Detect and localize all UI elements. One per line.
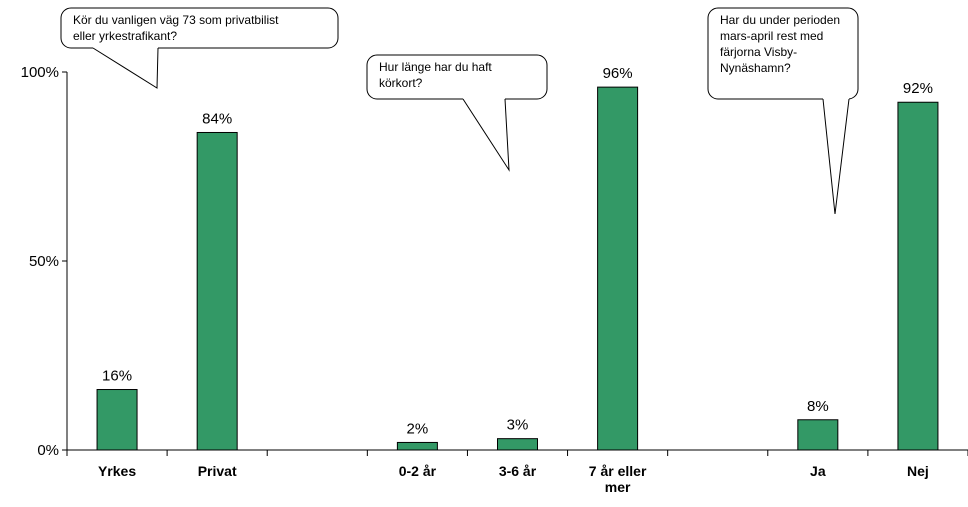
x-category-label: Ja xyxy=(810,463,826,479)
callout-bubble: Kör du vanligen väg 73 som privatbilist e… xyxy=(60,7,339,89)
callout-text: mars-april rest med xyxy=(720,29,823,43)
bar xyxy=(196,131,238,451)
bar xyxy=(497,438,538,451)
data-label: 96% xyxy=(603,65,633,82)
callout-text: Nynäshamn? xyxy=(720,61,791,75)
callout-text: Kör du vanligen väg 73 som privatbilist xyxy=(73,13,279,27)
callout-tail xyxy=(822,98,850,215)
callout-bubble: Hur länge har du haft körkort? xyxy=(366,54,548,172)
y-tick-label: 100% xyxy=(21,64,59,81)
x-category-label: mer xyxy=(605,479,631,495)
callouts: Kör du vanligen väg 73 som privatbilist e… xyxy=(60,7,859,215)
x-category-label: Privat xyxy=(198,463,237,479)
callout-box xyxy=(60,7,339,49)
callout-box xyxy=(707,7,859,100)
data-label: 16% xyxy=(102,368,132,385)
callout-text: eller yrkestrafikant? xyxy=(73,29,177,43)
data-label: 92% xyxy=(903,80,933,97)
bar xyxy=(396,441,438,451)
callout-text: körkort? xyxy=(379,76,423,90)
x-category-label: 7 år eller xyxy=(589,463,647,479)
data-label: 2% xyxy=(407,420,429,437)
callout-tail xyxy=(92,47,159,89)
bar xyxy=(797,419,839,451)
x-category-label: 0-2 år xyxy=(399,463,437,479)
callout-text: Har du under perioden xyxy=(720,13,840,27)
callout-text: färjorna Visby- xyxy=(720,45,797,59)
data-label: 3% xyxy=(507,417,529,434)
x-category-label: Yrkes xyxy=(98,463,136,479)
callout-bubble: Har du under perioden mars-april rest med… xyxy=(707,7,859,215)
callout-box xyxy=(366,54,548,100)
data-label: 84% xyxy=(202,110,232,127)
y-tick-label: 50% xyxy=(29,253,59,270)
x-category-label: Nej xyxy=(907,463,929,479)
callout-text: Hur länge har du haft xyxy=(379,60,492,74)
bar xyxy=(897,101,939,451)
x-category-label: 3-6 år xyxy=(499,463,537,479)
bars xyxy=(96,86,939,451)
y-tick-label: 0% xyxy=(37,442,59,459)
labels: 16% Yrkes 84% Privat 2% 0-2 år 3% 3-6 år 96% 7 år… xyxy=(98,65,933,495)
data-label: 8% xyxy=(807,398,829,415)
bar xyxy=(597,86,639,451)
bar xyxy=(96,389,138,451)
callout-tail xyxy=(462,98,510,172)
